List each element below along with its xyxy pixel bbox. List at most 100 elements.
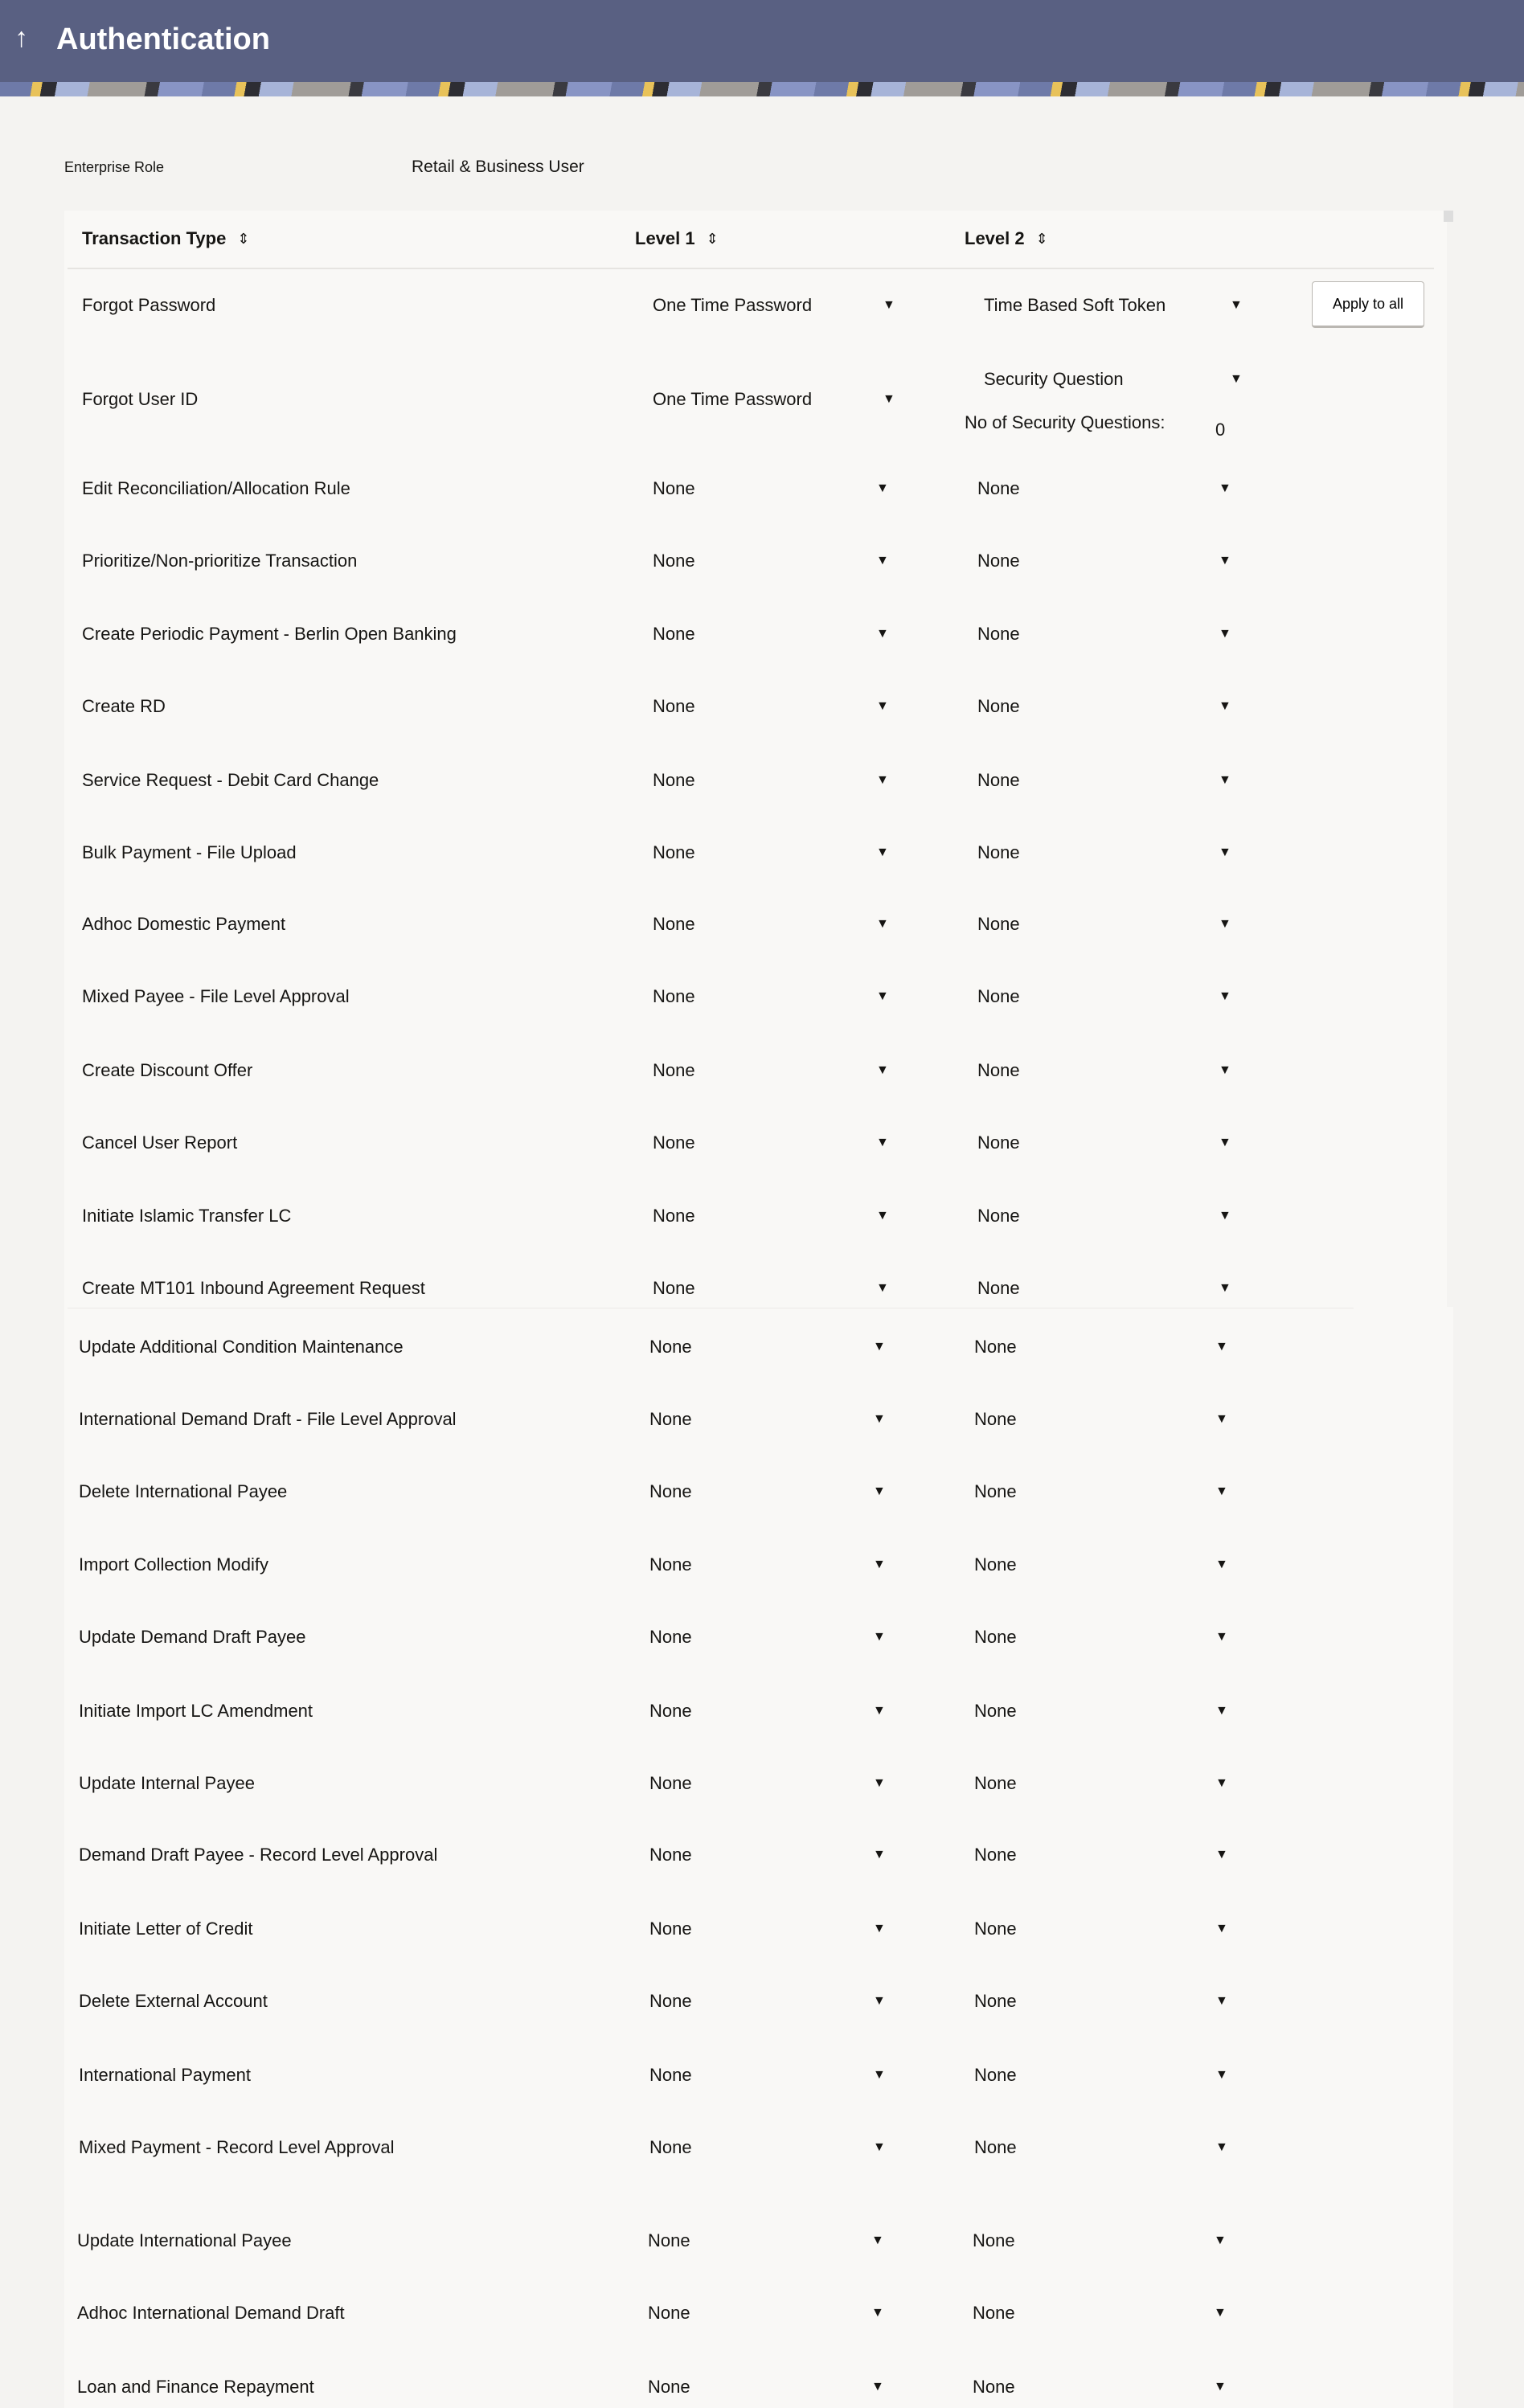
- caret-down-icon[interactable]: ▼: [873, 1340, 886, 1353]
- caret-down-icon[interactable]: ▼: [873, 1630, 886, 1644]
- caret-down-icon[interactable]: ▼: [873, 1922, 886, 1935]
- column-header-level-2[interactable]: Level 2 ⇕: [965, 228, 1048, 249]
- caret-down-icon[interactable]: ▼: [1219, 989, 1231, 1003]
- caret-down-icon[interactable]: ▼: [876, 481, 889, 495]
- level-1-select[interactable]: None: [653, 986, 695, 1006]
- caret-down-icon[interactable]: ▼: [1215, 1630, 1228, 1644]
- caret-down-icon[interactable]: ▼: [1219, 627, 1231, 641]
- level-2-select[interactable]: None: [977, 696, 1020, 716]
- level-1-select[interactable]: None: [649, 1701, 692, 1721]
- column-header-level-1[interactable]: Level 1 ⇕: [635, 228, 719, 249]
- caret-down-icon[interactable]: ▼: [876, 554, 889, 567]
- caret-down-icon[interactable]: ▼: [1219, 481, 1231, 495]
- level-1-select[interactable]: None: [653, 1060, 695, 1080]
- level-2-select[interactable]: None: [977, 551, 1020, 571]
- caret-down-icon[interactable]: ▼: [876, 1136, 889, 1149]
- caret-down-icon[interactable]: ▼: [876, 846, 889, 859]
- caret-down-icon[interactable]: ▼: [873, 1994, 886, 2008]
- level-2-select[interactable]: None: [977, 1060, 1020, 1080]
- level-2-select[interactable]: None: [974, 1481, 1017, 1501]
- level-1-select[interactable]: None: [649, 1919, 692, 1939]
- level-1-select[interactable]: One Time Password: [653, 295, 813, 315]
- level-2-select[interactable]: None: [974, 1919, 1017, 1939]
- caret-down-icon[interactable]: ▼: [1219, 554, 1231, 567]
- level-2-select[interactable]: Time Based Soft Token: [984, 295, 1166, 315]
- level-1-select[interactable]: None: [653, 914, 695, 934]
- level-1-select[interactable]: One Time Password: [653, 389, 813, 409]
- caret-down-icon[interactable]: ▼: [1219, 699, 1231, 713]
- level-1-select[interactable]: None: [653, 696, 695, 716]
- caret-down-icon[interactable]: ▼: [876, 627, 889, 641]
- level-2-select[interactable]: None: [974, 2065, 1017, 2085]
- level-2-select[interactable]: None: [974, 1773, 1017, 1793]
- level-1-select[interactable]: None: [649, 1627, 692, 1647]
- level-1-select[interactable]: None: [653, 842, 695, 862]
- caret-down-icon[interactable]: ▼: [873, 1485, 886, 1498]
- scrollbar[interactable]: [1444, 211, 1453, 222]
- caret-down-icon[interactable]: ▼: [876, 989, 889, 1003]
- level-2-select[interactable]: None: [974, 1627, 1017, 1647]
- level-1-select[interactable]: None: [653, 478, 695, 498]
- level-1-select[interactable]: None: [653, 770, 695, 790]
- level-2-select[interactable]: None: [977, 1278, 1020, 1298]
- caret-down-icon[interactable]: ▼: [1215, 1922, 1228, 1935]
- level-1-select[interactable]: None: [648, 2377, 690, 2397]
- caret-down-icon[interactable]: ▼: [1215, 1994, 1228, 2008]
- level-1-select[interactable]: None: [649, 1554, 692, 1575]
- caret-down-icon[interactable]: ▼: [1215, 1704, 1228, 1718]
- caret-down-icon[interactable]: ▼: [1215, 1412, 1228, 1426]
- caret-down-icon[interactable]: ▼: [871, 2234, 884, 2247]
- level-2-select[interactable]: None: [974, 1845, 1017, 1865]
- caret-down-icon[interactable]: ▼: [1230, 372, 1243, 386]
- caret-down-icon[interactable]: ▼: [876, 773, 889, 787]
- level-1-select[interactable]: None: [649, 1845, 692, 1865]
- level-2-select[interactable]: None: [974, 2137, 1017, 2157]
- caret-down-icon[interactable]: ▼: [1230, 298, 1243, 312]
- level-1-select[interactable]: None: [653, 1206, 695, 1226]
- caret-down-icon[interactable]: ▼: [1219, 846, 1231, 859]
- caret-down-icon[interactable]: ▼: [883, 392, 895, 406]
- level-1-select[interactable]: None: [653, 551, 695, 571]
- caret-down-icon[interactable]: ▼: [873, 1776, 886, 1790]
- level-2-select[interactable]: None: [974, 1991, 1017, 2011]
- sort-icon[interactable]: ⇕: [1035, 230, 1048, 247]
- level-1-select[interactable]: None: [649, 2137, 692, 2157]
- level-1-select[interactable]: None: [649, 1991, 692, 2011]
- level-2-select[interactable]: None: [977, 478, 1020, 498]
- sort-icon[interactable]: ⇕: [706, 230, 719, 247]
- level-1-select[interactable]: None: [649, 1481, 692, 1501]
- caret-down-icon[interactable]: ▼: [871, 2380, 884, 2394]
- caret-down-icon[interactable]: ▼: [883, 298, 895, 312]
- caret-down-icon[interactable]: ▼: [876, 699, 889, 713]
- column-header-transaction-type[interactable]: Transaction Type ⇕: [82, 228, 249, 249]
- caret-down-icon[interactable]: ▼: [873, 1412, 886, 1426]
- caret-down-icon[interactable]: ▼: [1215, 1848, 1228, 1861]
- level-2-select[interactable]: Security Question: [984, 369, 1124, 389]
- caret-down-icon[interactable]: ▼: [1215, 1485, 1228, 1498]
- level-1-select[interactable]: None: [649, 2065, 692, 2085]
- level-2-select[interactable]: None: [977, 914, 1020, 934]
- caret-down-icon[interactable]: ▼: [1219, 917, 1231, 931]
- level-2-select[interactable]: None: [977, 770, 1020, 790]
- caret-down-icon[interactable]: ▼: [876, 1063, 889, 1077]
- level-1-select[interactable]: None: [649, 1337, 692, 1357]
- caret-down-icon[interactable]: ▼: [871, 2306, 884, 2320]
- caret-down-icon[interactable]: ▼: [873, 1558, 886, 1571]
- level-2-select[interactable]: None: [973, 2230, 1015, 2250]
- level-2-select[interactable]: None: [977, 842, 1020, 862]
- level-1-select[interactable]: None: [649, 1773, 692, 1793]
- level-2-select[interactable]: None: [977, 986, 1020, 1006]
- caret-down-icon[interactable]: ▼: [873, 1848, 886, 1861]
- level-1-select[interactable]: None: [653, 624, 695, 644]
- caret-down-icon[interactable]: ▼: [1215, 2140, 1228, 2154]
- caret-down-icon[interactable]: ▼: [1219, 1209, 1231, 1222]
- security-questions-count[interactable]: 0: [1215, 420, 1226, 440]
- caret-down-icon[interactable]: ▼: [1214, 2234, 1227, 2247]
- level-2-select[interactable]: None: [974, 1554, 1017, 1575]
- level-1-select[interactable]: None: [653, 1278, 695, 1298]
- level-2-select[interactable]: None: [977, 1132, 1020, 1153]
- caret-down-icon[interactable]: ▼: [1214, 2306, 1227, 2320]
- caret-down-icon[interactable]: ▼: [1215, 1776, 1228, 1790]
- level-2-select[interactable]: None: [973, 2377, 1015, 2397]
- caret-down-icon[interactable]: ▼: [873, 1704, 886, 1718]
